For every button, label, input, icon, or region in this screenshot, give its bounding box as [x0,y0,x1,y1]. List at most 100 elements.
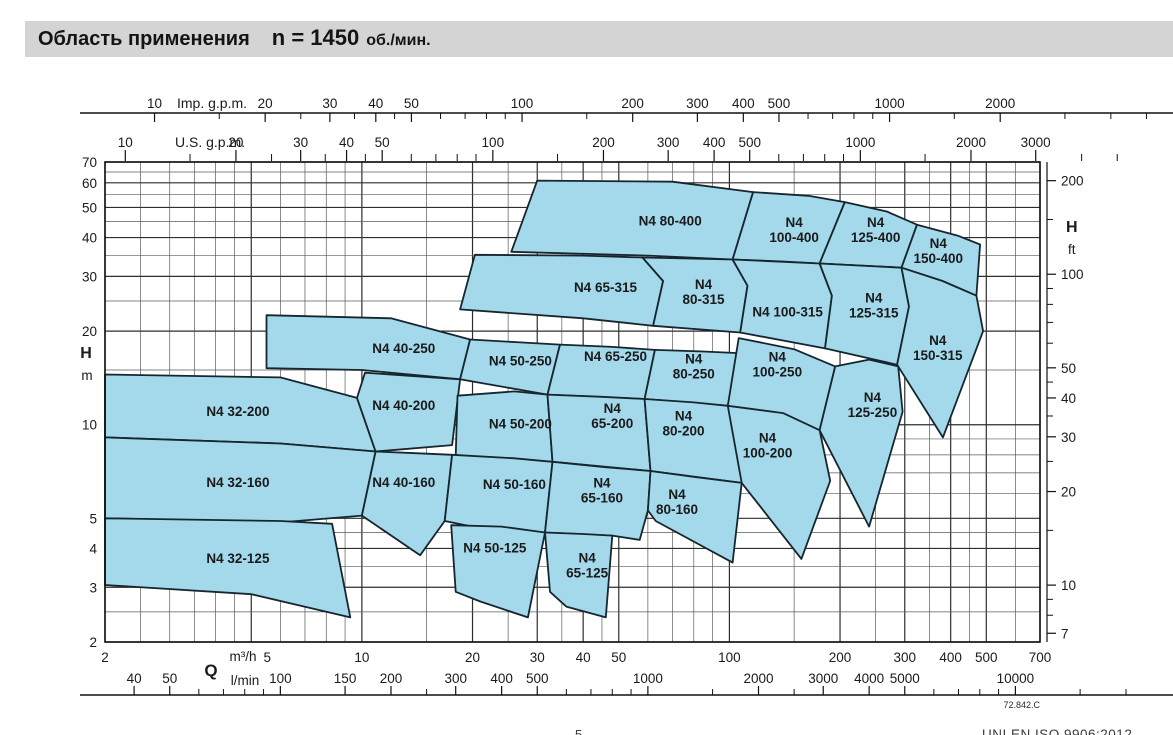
pump-region-label: N4 [759,431,777,446]
y-axis-m-label: 20 [82,324,97,339]
pump-region-label: 80-200 [662,424,704,439]
pump-region-label: N4 [578,550,596,565]
x-axis-m3h-unit: m³/h [230,649,257,664]
pump-region-N4-40-200 [356,371,462,453]
y-axis-ft-label: 10 [1061,578,1076,593]
x-axis-imp-label: 1000 [875,96,905,111]
pump-region-label: N4 [593,475,611,490]
x-axis-m3h-label: 20 [465,650,480,665]
x-axis-m3h-label: 5 [263,650,271,665]
y-axis-ft-unit: ft [1068,242,1076,257]
x-axis-m3h-label: 300 [893,650,916,665]
pump-region-label: 150-315 [913,348,963,363]
y-axis-m-label: 30 [82,269,97,284]
pump-region-label: 150-400 [913,251,963,266]
clipped-page-number: 5 [575,727,583,735]
pump-region-N4-65-200 [546,393,652,472]
pump-region-N4-125-250 [818,358,904,528]
pump-region-label: N4 50-200 [489,417,552,432]
x-axis-lmin-unit: l/min [231,673,260,688]
x-axis-lmin-label: 300 [444,671,467,686]
pump-region-label: N4 [864,390,882,405]
x-axis-lmin-label: 3000 [808,671,838,686]
x-axis-q-letter: Q [204,661,217,680]
pump-region-label: N4 50-160 [483,477,546,492]
pump-region-N4-150-315 [896,266,984,439]
x-axis-imp-label: 40 [368,96,383,111]
pump-region-label: 125-250 [848,405,898,420]
pump-region-label: N4 32-200 [206,404,269,419]
y-axis-ft-label: 200 [1061,174,1084,189]
x-axis-us-label: 30 [293,135,308,150]
y-axis-m-label: 60 [82,176,97,191]
y-axis-ft-label: 50 [1061,361,1076,376]
pump-region-label: N4 32-125 [206,551,270,566]
clipped-standard-reference: UNI EN ISO 9906:2012 [982,727,1133,735]
speed-value: n = 1450 [271,25,360,50]
pump-region-label: 100-400 [769,230,819,245]
x-axis-lmin-label: 5000 [890,671,920,686]
y-axis-ft-label: 20 [1061,485,1076,500]
y-axis-m-label: 50 [82,200,97,215]
x-axis-us-label: 3000 [1021,135,1051,150]
pump-region-N4-32-125 [104,517,352,619]
pump-region-N4-40-160 [360,450,454,557]
y-axis-m-unit: m [81,368,92,383]
x-axis-us-label: 2000 [956,135,986,150]
x-axis-lmin-label: 200 [380,671,403,686]
pump-region-label: N4 65-315 [574,280,638,295]
y-axis-h-letter-right: H [1066,219,1078,236]
pump-region-label: N4 [604,401,622,416]
x-axis-m3h-label: 10 [354,650,369,665]
page-title: Область применения [38,28,250,50]
pump-region-label: 125-400 [851,230,901,245]
pump-region-label: N4 [695,277,713,292]
y-axis-m-label: 2 [89,635,97,650]
pump-region-label: 125-315 [849,306,899,321]
y-axis-h-letter-left: H [80,345,92,362]
x-axis-us-label: 1000 [845,135,875,150]
pump-region-label: 80-160 [656,502,698,517]
x-axis-lmin-label: 2000 [743,671,773,686]
pump-region-label: N4 [675,409,693,424]
y-axis-m-label: 70 [82,155,97,170]
x-axis-m3h-label: 400 [939,650,962,665]
y-axis-ft-label: 7 [1061,626,1069,641]
x-axis-us-label: 20 [228,135,243,150]
pump-region-label: 65-200 [591,416,633,431]
pump-region-N4-50-160 [443,453,554,534]
pump-region-label: N4 32-160 [206,475,269,490]
x-axis-lmin-label: 50 [162,671,177,686]
x-axis-m3h-label: 2 [101,650,109,665]
y-axis-ft-label: 100 [1061,267,1084,282]
y-axis-m-label: 10 [82,418,97,433]
document-code: 72.842.C [1003,700,1040,710]
x-axis-imp-label: 300 [686,96,709,111]
x-axis-lmin-label: 400 [490,671,513,686]
x-axis-us-label: 10 [118,135,133,150]
pump-region-label: N4 50-125 [463,540,527,555]
pump-region-label: N4 [769,350,787,365]
pump-region-label: N4 [668,487,686,502]
pump-region-label: N4 [865,291,883,306]
y-axis-ft-label: 30 [1061,430,1076,445]
x-axis-lmin-label: 150 [334,671,357,686]
x-axis-m3h-label: 50 [611,650,626,665]
title-bar: Область применения n = 1450 об./мин. [25,21,1173,57]
x-axis-imp-label: 10 [147,96,162,111]
pump-region-label: N4 80-400 [639,214,702,229]
y-axis-m-label: 4 [89,541,97,556]
x-axis-imp-label: 20 [258,96,273,111]
y-axis-ft-label: 40 [1061,391,1076,406]
y-axis-m-label: 40 [82,231,97,246]
y-axis-m-label: 5 [89,511,97,526]
pump-region-N4-80-160 [647,470,743,564]
x-axis-m3h-label: 100 [718,650,741,665]
pump-region-label: N4 40-200 [372,398,435,413]
x-axis-m3h-label: 30 [530,650,545,665]
x-axis-imp-label: 400 [732,96,755,111]
x-axis-imp-label: 50 [404,96,419,111]
x-axis-m3h-label: 700 [1029,650,1052,665]
x-axis-us-label: 300 [657,135,680,150]
